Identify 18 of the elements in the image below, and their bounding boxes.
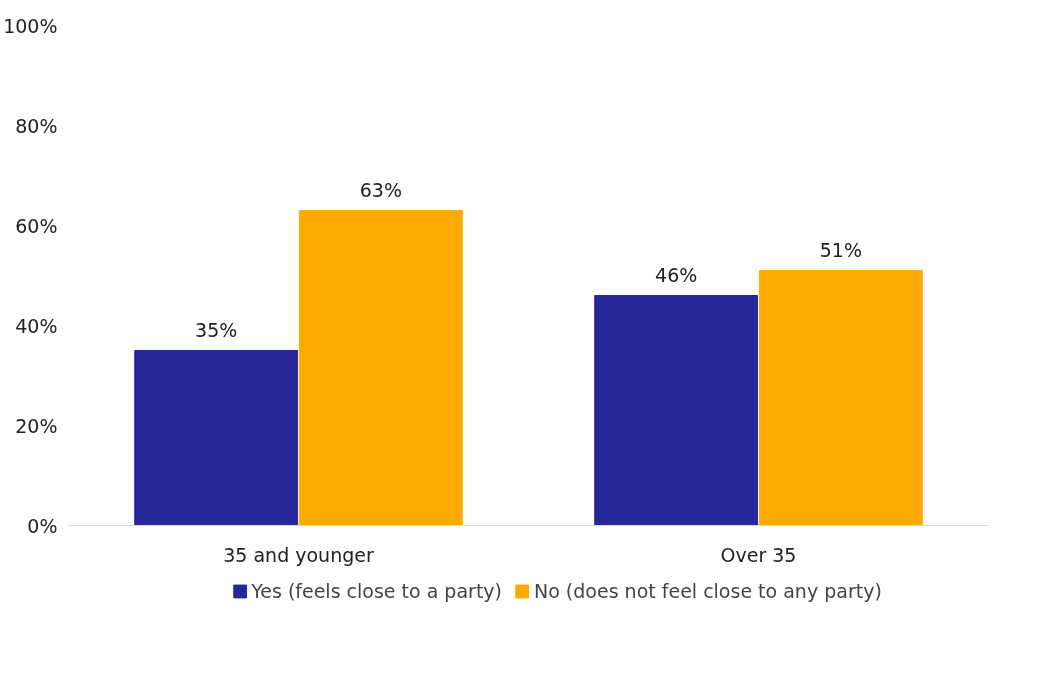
data-label: 46%	[655, 263, 698, 286]
legend-label: No (does not feel close to any party)	[533, 579, 882, 602]
data-label: 35%	[195, 318, 238, 341]
bar	[594, 295, 759, 526]
y-tick-label: 60%	[15, 214, 58, 237]
data-label: 51%	[819, 238, 862, 261]
x-tick-label: 35 and younger	[223, 543, 374, 566]
bar	[298, 210, 463, 526]
y-tick-label: 40%	[15, 314, 58, 337]
bar	[134, 350, 299, 526]
y-tick-label: 0%	[27, 514, 58, 537]
legend-label: Yes (feels close to a party)	[251, 579, 502, 602]
x-tick-label: Over 35	[720, 543, 797, 566]
y-tick-label: 100%	[3, 14, 58, 37]
bar	[758, 270, 923, 526]
y-tick-label: 20%	[15, 414, 58, 437]
y-tick-label: 80%	[15, 114, 58, 137]
data-label: 63%	[359, 178, 402, 201]
